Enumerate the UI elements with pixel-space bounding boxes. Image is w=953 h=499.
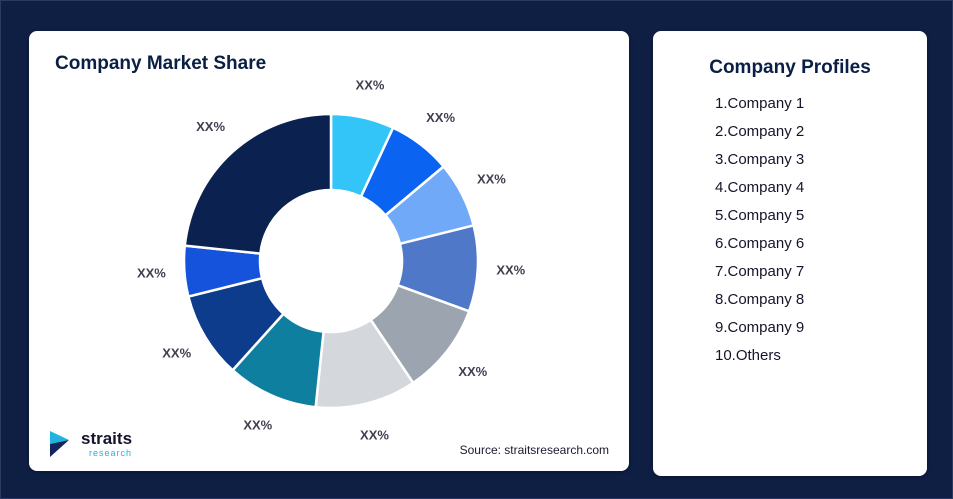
profile-item-2: 2.Company 2 (715, 123, 805, 140)
segment-label-6: XX% (360, 428, 389, 443)
donut-chart: XX% XX% XX% XX% XX% XX% XX% XX% XX% XX% (137, 77, 526, 443)
profiles-title: Company Profiles (709, 57, 871, 78)
chart-title: Company Market Share (55, 53, 267, 74)
source-attribution: Source: straitsresearch.com (459, 443, 609, 457)
segment-label-3: XX% (477, 171, 506, 186)
straits-research-logo: straits research (49, 429, 132, 459)
company-profiles-card: Company Profiles 1.Company 1 2.Company 2 3… (653, 31, 927, 476)
segment-label-4: XX% (496, 262, 525, 277)
profile-item-1: 1.Company 1 (715, 95, 805, 112)
segment-label-1: XX% (356, 77, 385, 92)
market-share-card: Company Market Share XX% XX% XX% XX% XX% XX% X… (29, 31, 629, 471)
segment-label-8: XX% (162, 346, 191, 361)
logo-subtitle: research (89, 448, 133, 458)
profile-item-9: 9.Company 9 (715, 319, 805, 336)
profile-item-3: 3.Company 3 (715, 151, 805, 168)
logo-arrow-icon (50, 431, 69, 457)
segment-label-10: XX% (196, 119, 225, 134)
segment-label-5: XX% (458, 364, 487, 379)
profile-item-6: 6.Company 6 (715, 235, 805, 252)
segment-label-7: XX% (243, 417, 272, 432)
logo-name: straits (81, 429, 133, 448)
profile-item-10: 10.Others (715, 347, 781, 364)
profile-item-7: 7.Company 7 (715, 263, 805, 280)
profiles-list: 1.Company 1 2.Company 2 3.Company 3 4.Compa… (653, 85, 927, 364)
logo-text: straits research (81, 430, 132, 458)
segment-label-2: XX% (426, 110, 455, 125)
profile-item-5: 5.Company 5 (715, 207, 805, 224)
profile-item-4: 4.Company 4 (715, 179, 805, 196)
profile-item-8: 8.Company 8 (715, 291, 805, 308)
donut-segment-10 (183, 112, 333, 255)
segment-label-9: XX% (137, 266, 166, 281)
